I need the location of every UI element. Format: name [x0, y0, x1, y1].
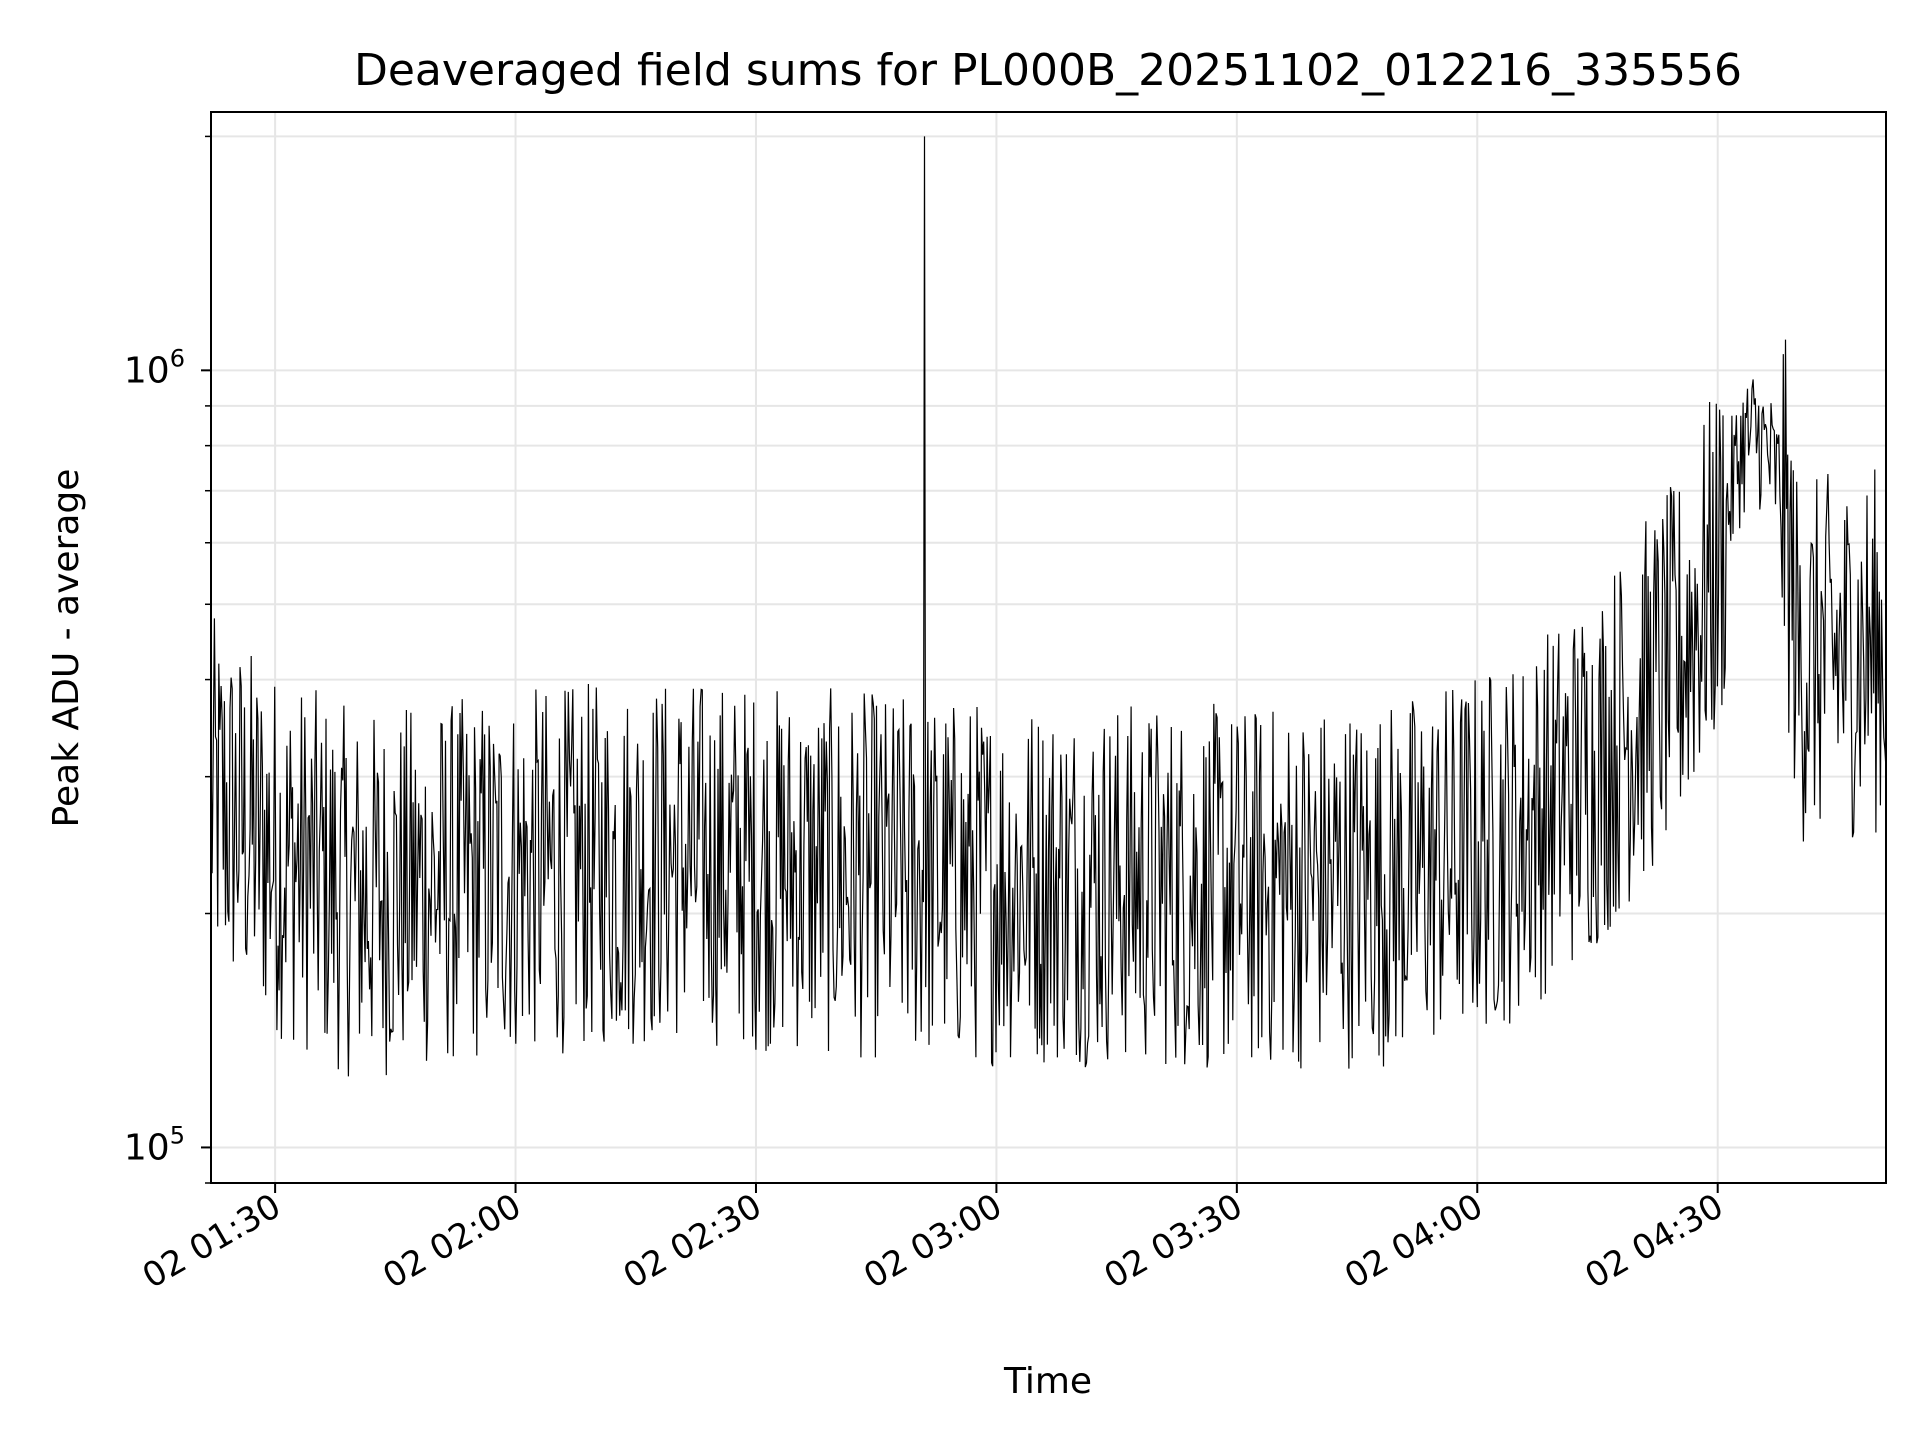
y-tick-label-base: 10 — [124, 350, 170, 391]
y-tick-label: 105 — [124, 1121, 185, 1168]
y-tick-label-exponent: 5 — [170, 1121, 185, 1149]
y-tick-label-exponent: 6 — [170, 344, 185, 372]
x-axis-label: Time — [1003, 1361, 1092, 1402]
y-axis-label: Peak ADU - average — [46, 469, 87, 828]
series-layer — [210, 136, 1887, 1077]
plot-area-frame — [210, 111, 1887, 1184]
y-tick-label-base: 10 — [124, 1127, 170, 1168]
series-line — [210, 136, 1887, 1077]
chart-title: Deaveraged field sums for PL000B_2025110… — [354, 45, 1742, 96]
y-tick-label: 106 — [124, 344, 185, 391]
